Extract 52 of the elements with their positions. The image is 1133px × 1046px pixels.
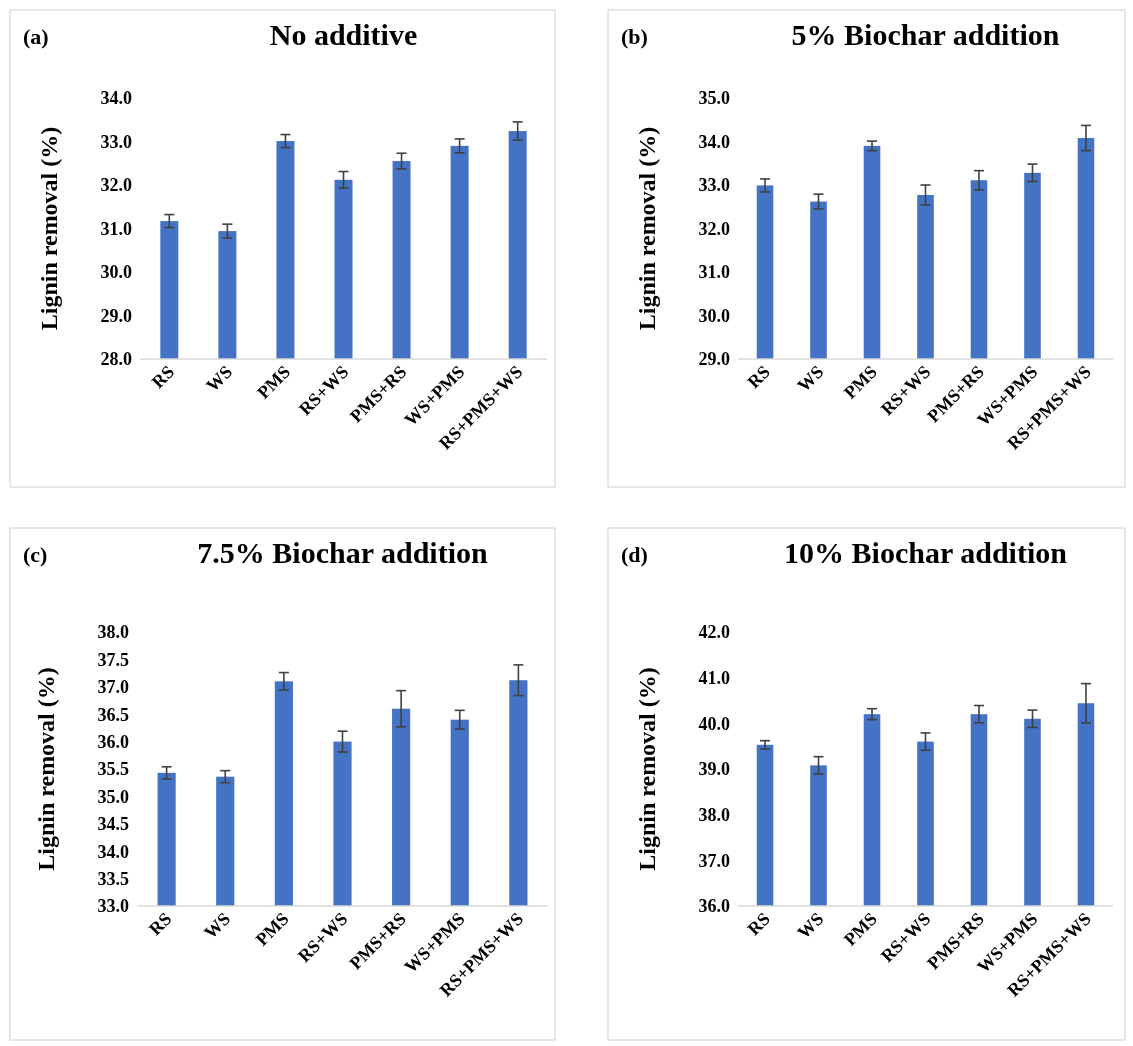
y-axis-title: Lignin removal (%) bbox=[634, 126, 660, 331]
y-tick-label: 36.0 bbox=[698, 896, 730, 917]
y-tick-label: 33.0 bbox=[100, 131, 132, 152]
text: (b) bbox=[621, 24, 648, 49]
y-tick-label: 36.0 bbox=[97, 731, 129, 752]
x-tick-label: WS bbox=[793, 361, 828, 396]
y-tick-label: 38.0 bbox=[698, 804, 730, 825]
text: (c) bbox=[23, 542, 48, 567]
y-tick-label: 41.0 bbox=[698, 667, 730, 688]
y-tick-label: 31.0 bbox=[698, 262, 730, 283]
text: (a) bbox=[23, 24, 49, 49]
y-tick-label: 37.0 bbox=[698, 850, 730, 871]
x-tick-label: WS bbox=[793, 908, 828, 943]
y-tick-label: 33.0 bbox=[698, 175, 730, 196]
x-tick-label: WS bbox=[200, 908, 235, 943]
y-tick-label: 32.0 bbox=[698, 218, 730, 239]
y-tick-label: 30.0 bbox=[100, 262, 132, 283]
x-tick-label: WS bbox=[202, 361, 237, 396]
y-tick-label: 35.5 bbox=[97, 759, 129, 780]
y-tick-label: 40.0 bbox=[698, 713, 730, 734]
y-tick-label: 33.5 bbox=[97, 868, 129, 889]
x-tick-label: RS bbox=[147, 361, 179, 393]
text: (d) bbox=[621, 542, 648, 567]
y-tick-label: 37.0 bbox=[97, 677, 129, 698]
x-tick-label: RS bbox=[743, 361, 774, 393]
y-tick-label: 29.0 bbox=[698, 349, 730, 370]
y-tick-label: 35.0 bbox=[698, 88, 730, 109]
y-tick-label: 29.0 bbox=[100, 305, 132, 326]
y-tick-label: 34.0 bbox=[97, 841, 129, 862]
y-axis-title: Lignin removal (%) bbox=[33, 667, 59, 871]
y-tick-label: 34.0 bbox=[698, 131, 730, 152]
y-tick-label: 35.0 bbox=[97, 786, 129, 807]
y-tick-label: 38.0 bbox=[97, 622, 129, 643]
y-tick-label: 28.0 bbox=[100, 349, 132, 370]
y-tick-label: 31.0 bbox=[100, 218, 132, 239]
y-tick-label: 34.0 bbox=[100, 88, 132, 109]
x-tick-label: RS bbox=[743, 908, 774, 940]
y-tick-label: 33.0 bbox=[97, 896, 129, 917]
chart-title: 10% Biochar addition bbox=[784, 536, 1068, 569]
y-tick-label: 37.5 bbox=[97, 649, 129, 670]
y-axis-title: Lignin removal (%) bbox=[36, 126, 62, 331]
chart-title: 5% Biochar addition bbox=[791, 18, 1060, 51]
x-tick-label: RS bbox=[145, 908, 176, 940]
y-tick-label: 39.0 bbox=[698, 759, 730, 780]
y-tick-label: 42.0 bbox=[698, 622, 730, 643]
y-axis-title: Lignin removal (%) bbox=[634, 667, 660, 871]
y-tick-label: 34.5 bbox=[97, 814, 129, 835]
y-tick-label: 36.5 bbox=[97, 704, 129, 725]
chart-title: No additive bbox=[269, 18, 418, 51]
chart-title: 7.5% Biochar addition bbox=[197, 536, 488, 569]
y-tick-label: 32.0 bbox=[100, 175, 132, 196]
y-tick-label: 30.0 bbox=[698, 305, 730, 326]
